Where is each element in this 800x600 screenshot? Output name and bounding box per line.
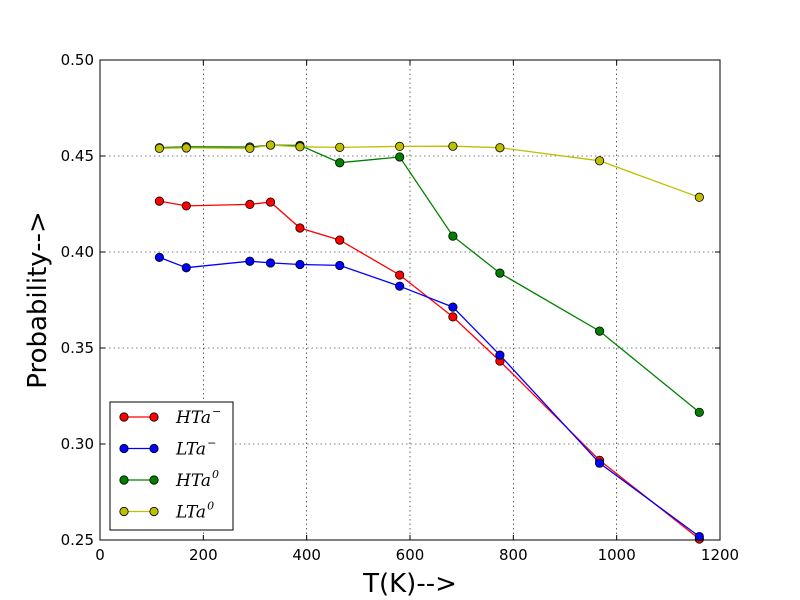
data-point	[395, 152, 405, 162]
data-point	[335, 142, 345, 152]
y-tick-label: 0.35	[61, 339, 94, 357]
data-point	[495, 268, 505, 278]
data-point	[448, 231, 458, 241]
legend-entry: LTa0	[119, 500, 214, 523]
data-point	[448, 312, 458, 322]
data-point	[154, 143, 165, 153]
data-point	[265, 140, 276, 150]
data-point	[265, 258, 276, 268]
data-point	[595, 326, 605, 336]
data-point	[245, 143, 255, 153]
data-point	[395, 281, 405, 291]
y-axis-label: Probability-->	[23, 211, 53, 389]
y-tick-label: 0.50	[61, 51, 94, 69]
legend-marker	[119, 443, 129, 454]
x-tick-label: 200	[189, 546, 218, 564]
legend-marker	[119, 412, 129, 422]
data-point	[335, 260, 345, 271]
data-point	[335, 235, 345, 245]
legend-label: HTa−	[175, 405, 221, 428]
axis-ticks: 0 200 400 600 800 1000 1200 0.25 0.30 0.35 0.40 0.4…	[61, 51, 740, 564]
x-tick-label: 1200	[701, 546, 739, 564]
y-tick-label: 0.45	[61, 147, 94, 165]
y-tick-label: 0.40	[61, 243, 94, 261]
legend-label: LTa0	[175, 500, 214, 523]
data-point	[395, 270, 405, 280]
data-point	[181, 263, 191, 273]
series-2	[154, 252, 704, 542]
data-point	[154, 196, 165, 206]
legend-marker	[149, 475, 159, 485]
legend: HTa− LTa− HTa0 LTa0	[109, 401, 234, 531]
data-point	[181, 143, 191, 153]
legend-marker	[149, 412, 159, 422]
data-point	[395, 141, 405, 151]
x-tick-label: 0	[95, 546, 105, 564]
data-point	[245, 199, 255, 209]
series-layer	[154, 140, 704, 544]
data-point	[694, 192, 704, 202]
legend-marker	[149, 506, 159, 517]
legend-entry: LTa−	[119, 437, 216, 460]
legend-marker	[119, 475, 129, 485]
legend-label: LTa−	[175, 437, 216, 460]
data-point	[295, 223, 305, 233]
data-point	[245, 256, 255, 266]
legend-entry: HTa−	[119, 405, 221, 428]
data-point	[265, 197, 276, 207]
x-tick-label: 800	[499, 546, 528, 564]
data-point	[335, 158, 345, 168]
grid-lines	[100, 60, 720, 540]
series-4	[154, 140, 704, 202]
data-point	[448, 141, 458, 151]
x-tick-label: 400	[292, 546, 321, 564]
data-point	[295, 142, 305, 152]
legend-label: HTa0	[175, 468, 219, 491]
legend-marker	[119, 506, 129, 517]
data-point	[694, 407, 704, 417]
legend-entry: HTa0	[119, 468, 219, 491]
x-tick-label: 600	[396, 546, 425, 564]
data-point	[495, 350, 505, 360]
data-point	[448, 302, 458, 312]
data-point	[495, 143, 505, 153]
data-point	[595, 458, 605, 468]
legend-marker	[149, 443, 159, 454]
data-point	[295, 259, 305, 270]
x-tick-label: 1000	[598, 546, 636, 564]
x-axis-label: T(K)-->	[362, 569, 457, 599]
data-point	[181, 201, 191, 211]
y-tick-label: 0.30	[61, 435, 94, 453]
legend-box	[109, 401, 234, 531]
data-point	[154, 252, 165, 262]
data-point	[694, 531, 704, 542]
y-tick-label: 0.25	[61, 531, 94, 549]
data-point	[595, 156, 605, 166]
